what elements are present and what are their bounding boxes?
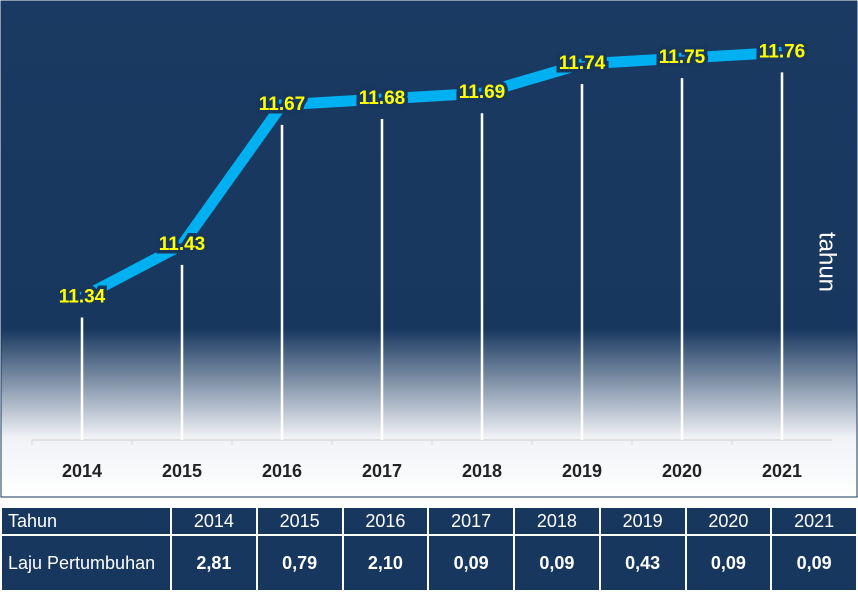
table-cell: 0,09 <box>684 534 773 592</box>
table-cell: 2,81 <box>170 534 258 592</box>
x-tick-label: 2015 <box>162 461 202 481</box>
growth-table: Tahun 2014 2015 2016 2017 2018 2019 2020 2021 Laj… <box>0 506 858 592</box>
chart: tahun 2014 2015 2016 2017 2018 2019 2020 2021 11… <box>0 0 858 498</box>
table-row: Laju Pertumbuhan 2,81 0,79 2,10 0,09 0,09 0,43… <box>0 534 858 592</box>
x-tick-label: 2017 <box>362 461 402 481</box>
x-tick-label: 2018 <box>462 461 502 481</box>
table-row: Tahun 2014 2015 2016 2017 2018 2019 2020 2021 <box>0 506 858 536</box>
data-label: 11.43 <box>159 234 206 255</box>
data-label: 11.75 <box>659 47 706 68</box>
table-cell: Laju Pertumbuhan <box>0 534 172 592</box>
data-label: 11.74 <box>559 53 606 74</box>
table-cell: 2021 <box>770 506 858 536</box>
data-label: 11.69 <box>459 82 506 103</box>
data-label: 11.76 <box>759 41 806 62</box>
table-cell: Tahun <box>0 506 172 536</box>
table-cell: 2019 <box>598 506 687 536</box>
x-tick-label: 2020 <box>662 461 702 481</box>
x-tick-label: 2021 <box>762 461 802 481</box>
table-cell: 0,79 <box>255 534 344 592</box>
table-cell: 0,09 <box>427 534 515 592</box>
table-cell: 0,43 <box>598 534 687 592</box>
plot-background <box>0 0 858 498</box>
table-cell: 2014 <box>170 506 258 536</box>
table-cell: 2020 <box>684 506 773 536</box>
table-cell: 2017 <box>427 506 515 536</box>
table-cell: 2018 <box>513 506 601 536</box>
x-tick-label: 2016 <box>262 461 302 481</box>
data-label: 11.68 <box>359 88 406 109</box>
data-label: 11.67 <box>259 94 306 115</box>
x-tick-label: 2014 <box>62 461 102 481</box>
table-cell: 0,09 <box>770 534 858 592</box>
x-tick-label: 2019 <box>562 461 602 481</box>
table-cell: 2,10 <box>341 534 430 592</box>
table-body: Tahun 2014 2015 2016 2017 2018 2019 2020 2021 Laj… <box>0 506 858 592</box>
table-cell: 2015 <box>255 506 344 536</box>
table-cell: 0,09 <box>513 534 601 592</box>
line <box>79 46 783 303</box>
data-label: 11.34 <box>59 286 106 307</box>
table-cell: 2016 <box>341 506 430 536</box>
y-axis-label: tahun <box>814 232 841 292</box>
